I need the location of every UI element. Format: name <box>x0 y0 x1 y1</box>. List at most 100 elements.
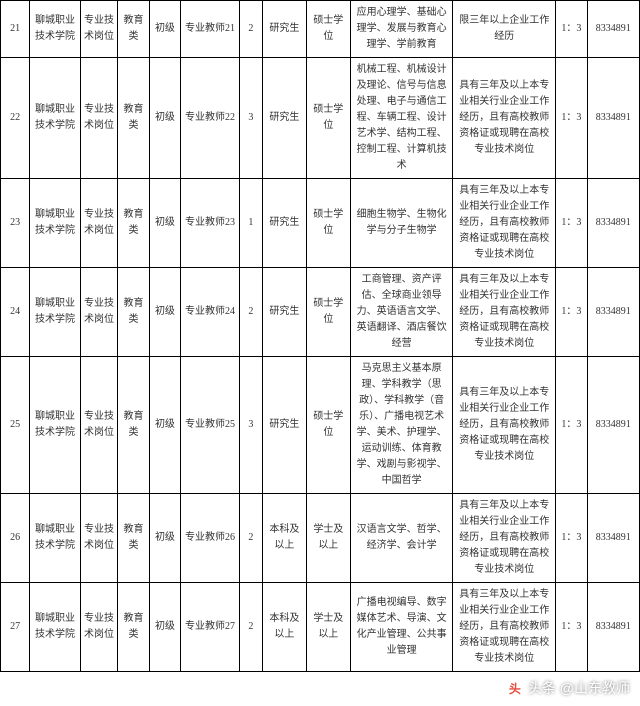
degree: 硕士学位 <box>306 1 350 58</box>
major: 细胞生物学、生物化学与分子生物学 <box>350 179 453 268</box>
table-row: 27聊城职业技术学院专业技术岗位教育类初级专业教师272本科及以上学士及以上广播… <box>1 583 640 672</box>
post-type: 专业技术岗位 <box>80 179 118 268</box>
level: 初级 <box>149 494 180 583</box>
unit: 聊城职业技术学院 <box>30 494 80 583</box>
education: 研究生 <box>262 179 306 268</box>
education: 本科及以上 <box>262 494 306 583</box>
category: 教育类 <box>118 1 149 58</box>
degree: 硕士学位 <box>306 357 350 494</box>
post-type: 专业技术岗位 <box>80 583 118 672</box>
count: 1 <box>239 179 262 268</box>
count: 2 <box>239 494 262 583</box>
category: 教育类 <box>118 268 149 357</box>
phone: 8334891 <box>587 1 639 58</box>
count: 2 <box>239 583 262 672</box>
ratio: 1：3 <box>556 268 587 357</box>
education: 本科及以上 <box>262 583 306 672</box>
watermark-text: 头条 @山东教师 <box>528 678 630 698</box>
unit: 聊城职业技术学院 <box>30 357 80 494</box>
level: 初级 <box>149 1 180 58</box>
count: 2 <box>239 268 262 357</box>
ratio: 1：3 <box>556 1 587 58</box>
count: 2 <box>239 1 262 58</box>
post-name: 专业教师21 <box>181 1 240 58</box>
category: 教育类 <box>118 583 149 672</box>
level: 初级 <box>149 58 180 179</box>
post-type: 专业技术岗位 <box>80 58 118 179</box>
phone: 8334891 <box>587 58 639 179</box>
education: 研究生 <box>262 357 306 494</box>
education: 研究生 <box>262 1 306 58</box>
count: 3 <box>239 357 262 494</box>
other-req: 具有三年及以上本专业相关行业企业工作经历，且有高校教师资格证或现聘在高校专业技术… <box>453 179 556 268</box>
phone: 8334891 <box>587 583 639 672</box>
row-index: 23 <box>1 179 30 268</box>
post-name: 专业教师26 <box>181 494 240 583</box>
major: 应用心理学、基础心理学、发展与教育心理学、学前教育 <box>350 1 453 58</box>
table-row: 26聊城职业技术学院专业技术岗位教育类初级专业教师262本科及以上学士及以上汉语… <box>1 494 640 583</box>
education: 研究生 <box>262 268 306 357</box>
degree: 硕士学位 <box>306 268 350 357</box>
ratio: 1：3 <box>556 58 587 179</box>
unit: 聊城职业技术学院 <box>30 179 80 268</box>
toutiao-icon: 头 <box>506 679 524 697</box>
row-index: 27 <box>1 583 30 672</box>
category: 教育类 <box>118 357 149 494</box>
major: 汉语言文学、哲学、经济学、会计学 <box>350 494 453 583</box>
other-req: 具有三年及以上本专业相关行业企业工作经历，且有高校教师资格证或现聘在高校专业技术… <box>453 583 556 672</box>
level: 初级 <box>149 583 180 672</box>
post-name: 专业教师25 <box>181 357 240 494</box>
major: 马克思主义基本原理、学科教学（思政）、学科教学（音乐）、广播电视艺术学、美术、护… <box>350 357 453 494</box>
row-index: 22 <box>1 58 30 179</box>
other-req: 具有三年及以上本专业相关行业企业工作经历，且有高校教师资格证或现聘在高校专业技术… <box>453 494 556 583</box>
phone: 8334891 <box>587 357 639 494</box>
category: 教育类 <box>118 179 149 268</box>
degree: 学士及以上 <box>306 494 350 583</box>
level: 初级 <box>149 268 180 357</box>
degree: 学士及以上 <box>306 583 350 672</box>
education: 研究生 <box>262 58 306 179</box>
post-type: 专业技术岗位 <box>80 494 118 583</box>
post-name: 专业教师24 <box>181 268 240 357</box>
unit: 聊城职业技术学院 <box>30 1 80 58</box>
recruitment-table: 21聊城职业技术学院专业技术岗位教育类初级专业教师212研究生硕士学位应用心理学… <box>0 0 640 672</box>
post-name: 专业教师22 <box>181 58 240 179</box>
post-name: 专业教师23 <box>181 179 240 268</box>
phone: 8334891 <box>587 179 639 268</box>
major: 机械工程、机械设计及理论、信号与信息处理、电子与通信工程、车辆工程、设计艺术学、… <box>350 58 453 179</box>
row-index: 25 <box>1 357 30 494</box>
level: 初级 <box>149 357 180 494</box>
other-req: 具有三年及以上本专业相关行业企业工作经历，且有高校教师资格证或现聘在高校专业技术… <box>453 268 556 357</box>
degree: 硕士学位 <box>306 58 350 179</box>
other-req: 限三年以上企业工作经历 <box>453 1 556 58</box>
post-type: 专业技术岗位 <box>80 1 118 58</box>
unit: 聊城职业技术学院 <box>30 58 80 179</box>
major: 广播电视编导、数字媒体艺术、导演、文化产业管理、公共事业管理 <box>350 583 453 672</box>
post-type: 专业技术岗位 <box>80 268 118 357</box>
post-type: 专业技术岗位 <box>80 357 118 494</box>
major: 工商管理、资产评估、全球商业领导力、英语语言文学、英语翻译、酒店餐饮经营 <box>350 268 453 357</box>
other-req: 具有三年及以上本专业相关行业企业工作经历，且有高校教师资格证或现聘在高校专业技术… <box>453 58 556 179</box>
phone: 8334891 <box>587 268 639 357</box>
category: 教育类 <box>118 494 149 583</box>
table-row: 23聊城职业技术学院专业技术岗位教育类初级专业教师231研究生硕士学位细胞生物学… <box>1 179 640 268</box>
table-body: 21聊城职业技术学院专业技术岗位教育类初级专业教师212研究生硕士学位应用心理学… <box>1 1 640 672</box>
count: 3 <box>239 58 262 179</box>
table-row: 25聊城职业技术学院专业技术岗位教育类初级专业教师253研究生硕士学位马克思主义… <box>1 357 640 494</box>
category: 教育类 <box>118 58 149 179</box>
row-index: 26 <box>1 494 30 583</box>
phone: 8334891 <box>587 494 639 583</box>
table-row: 24聊城职业技术学院专业技术岗位教育类初级专业教师242研究生硕士学位工商管理、… <box>1 268 640 357</box>
other-req: 具有三年及以上本专业相关行业企业工作经历，且有高校教师资格证或现聘在高校专业技术… <box>453 357 556 494</box>
watermark: 头 头条 @山东教师 <box>506 678 630 698</box>
ratio: 1：3 <box>556 583 587 672</box>
ratio: 1：3 <box>556 494 587 583</box>
level: 初级 <box>149 179 180 268</box>
unit: 聊城职业技术学院 <box>30 268 80 357</box>
ratio: 1：3 <box>556 179 587 268</box>
post-name: 专业教师27 <box>181 583 240 672</box>
row-index: 24 <box>1 268 30 357</box>
unit: 聊城职业技术学院 <box>30 583 80 672</box>
degree: 硕士学位 <box>306 179 350 268</box>
table-row: 22聊城职业技术学院专业技术岗位教育类初级专业教师223研究生硕士学位机械工程、… <box>1 58 640 179</box>
